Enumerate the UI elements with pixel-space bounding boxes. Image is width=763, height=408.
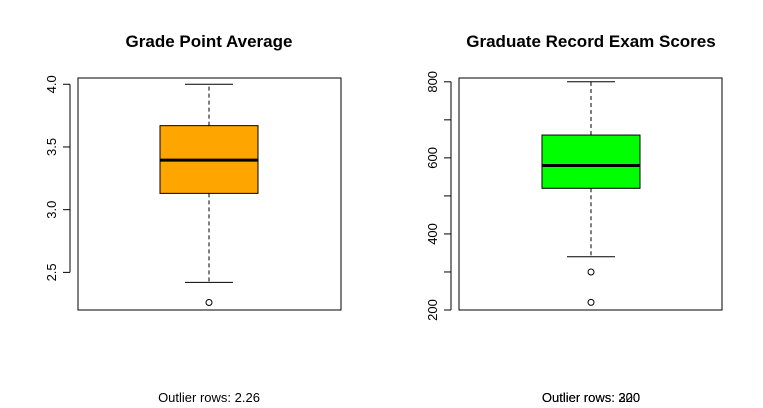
outlier-note: Outlier rows: 2.26 [158,390,260,405]
outlier-note: Outlier rows: 220 [542,390,640,405]
outlier-point [587,268,595,276]
plot-frame [458,77,723,311]
chart-title: Grade Point Average [126,32,293,51]
gre-boxplot-panel: Graduate Record Exam Scores 200 400 600 800… [425,32,723,405]
gpa-boxplot-panel: Grade Point Average 2.5 3.0 3.5 4.0 Outlier… [44,32,342,405]
box-marks [541,81,641,306]
y-tick-label: 600 [425,147,440,169]
plot-frame [77,77,342,311]
y-tick-label: 200 [425,299,440,321]
y-axis: 2.5 3.0 3.5 4.0 [44,75,71,281]
box-marks [159,83,259,306]
y-axis: 200 400 600 800 [425,71,452,321]
interquartile-box [541,134,641,189]
outlier-point [205,298,213,306]
chart-title: Graduate Record Exam Scores [466,32,715,51]
outlier-point [587,298,595,306]
y-tick-label: 400 [425,223,440,245]
y-tick-label: 3.0 [44,201,59,219]
y-tick-label: 4.0 [44,75,59,93]
y-tick-label: 3.5 [44,138,59,156]
y-tick-label: 800 [425,71,440,93]
outlier-note: Outlier rows: 300 [542,390,640,405]
y-tick-label: 2.5 [44,263,59,281]
